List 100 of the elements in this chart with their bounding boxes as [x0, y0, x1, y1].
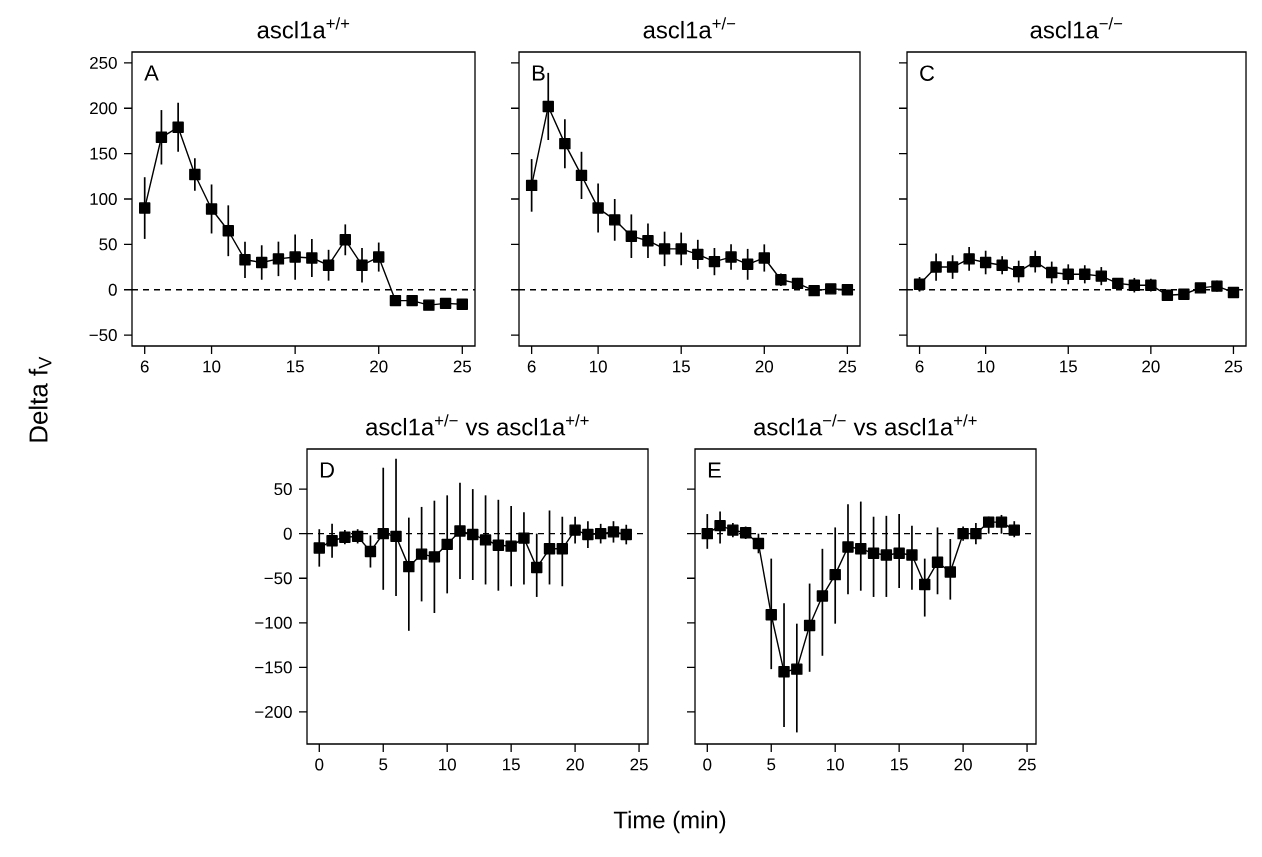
point	[289, 251, 301, 263]
x-tick-label: 10	[977, 360, 995, 373]
point	[842, 541, 854, 553]
point	[377, 527, 389, 540]
point	[982, 516, 995, 528]
x-tick-label: 20	[566, 758, 584, 771]
point	[675, 243, 687, 255]
point	[1227, 286, 1240, 299]
point	[531, 561, 543, 574]
point	[492, 539, 505, 551]
point	[356, 259, 368, 271]
point	[791, 277, 804, 290]
x-tick-label: 10	[827, 758, 844, 771]
x-tick-label: 15	[891, 758, 908, 771]
point	[607, 526, 620, 538]
chart-title: ascl1a$^{+/−}$	[643, 17, 736, 39]
y-tick-label: 150	[90, 147, 117, 160]
point	[592, 202, 604, 214]
point	[880, 549, 893, 561]
point	[609, 214, 621, 226]
point	[306, 252, 318, 264]
point	[423, 299, 435, 311]
point	[758, 252, 770, 264]
point	[906, 549, 918, 561]
point	[406, 294, 418, 307]
point	[556, 543, 569, 555]
point	[1079, 268, 1091, 281]
point	[542, 100, 554, 113]
point	[1161, 289, 1174, 301]
point	[708, 255, 721, 268]
x-tick-label: 15	[503, 758, 520, 771]
point	[765, 609, 777, 621]
x-tick-label: 6	[527, 360, 536, 373]
point	[582, 528, 594, 541]
chart-title: ascl1a$^{−/−}$	[1030, 17, 1123, 39]
chart-title: ascl1a$^{+/+}$	[257, 17, 350, 39]
x-tick-label: 5	[767, 758, 776, 771]
point	[339, 531, 351, 543]
x-tick-label: 25	[1018, 758, 1036, 771]
point	[963, 253, 975, 265]
point	[189, 168, 201, 181]
point	[1112, 277, 1124, 290]
point	[867, 547, 880, 559]
annotation: A	[144, 65, 159, 81]
point	[642, 235, 654, 247]
point	[415, 548, 428, 560]
point	[172, 121, 184, 133]
point	[855, 543, 867, 555]
point	[1145, 279, 1157, 291]
point	[701, 527, 713, 540]
point	[919, 578, 931, 591]
point	[1012, 265, 1025, 278]
point	[778, 666, 790, 678]
x-tick-label: 10	[589, 360, 607, 373]
point	[518, 532, 530, 544]
point	[1029, 255, 1041, 268]
y-tick-label: −100	[255, 616, 292, 629]
x-tick-label: 20	[755, 360, 774, 373]
point	[946, 261, 959, 273]
point	[803, 619, 816, 632]
point	[428, 551, 441, 563]
point	[957, 527, 969, 540]
point	[364, 545, 377, 558]
y-tick-label: −150	[255, 661, 292, 674]
point	[625, 230, 638, 242]
y-tick-label: 0	[283, 527, 292, 540]
y-tick-label: 100	[90, 192, 117, 205]
y-tick-label: 200	[90, 102, 117, 115]
point	[403, 560, 415, 573]
point	[313, 542, 325, 554]
point	[816, 590, 829, 602]
point	[1128, 279, 1141, 291]
point	[389, 294, 402, 307]
point	[620, 528, 632, 541]
y-axis-title: Delta f$_{V}$	[28, 356, 52, 442]
point	[594, 527, 607, 540]
point	[139, 202, 151, 214]
point	[841, 284, 854, 296]
point	[808, 284, 820, 297]
point	[205, 203, 218, 215]
point	[825, 283, 837, 295]
point	[155, 131, 168, 143]
point	[559, 137, 571, 150]
point	[970, 527, 982, 540]
y-tick-label: 50	[274, 483, 292, 496]
x-tick-label: 20	[954, 758, 972, 771]
point	[326, 535, 338, 547]
point	[725, 251, 737, 263]
point	[1095, 270, 1107, 282]
point	[322, 259, 335, 271]
chart-title: ascl1a$^{+/−}$ vs ascl1a$^{+/+}$	[366, 414, 589, 436]
point	[1194, 282, 1207, 294]
y-tick-label: −50	[89, 329, 117, 342]
point	[931, 556, 944, 568]
annotation: B	[532, 65, 545, 81]
point	[456, 298, 468, 310]
x-tick-label: 6	[915, 360, 924, 373]
point	[944, 566, 957, 578]
x-tick-label: 6	[140, 360, 149, 373]
chart-title: ascl1a$^{−/−}$ vs ascl1a$^{+/+}$	[754, 414, 977, 436]
